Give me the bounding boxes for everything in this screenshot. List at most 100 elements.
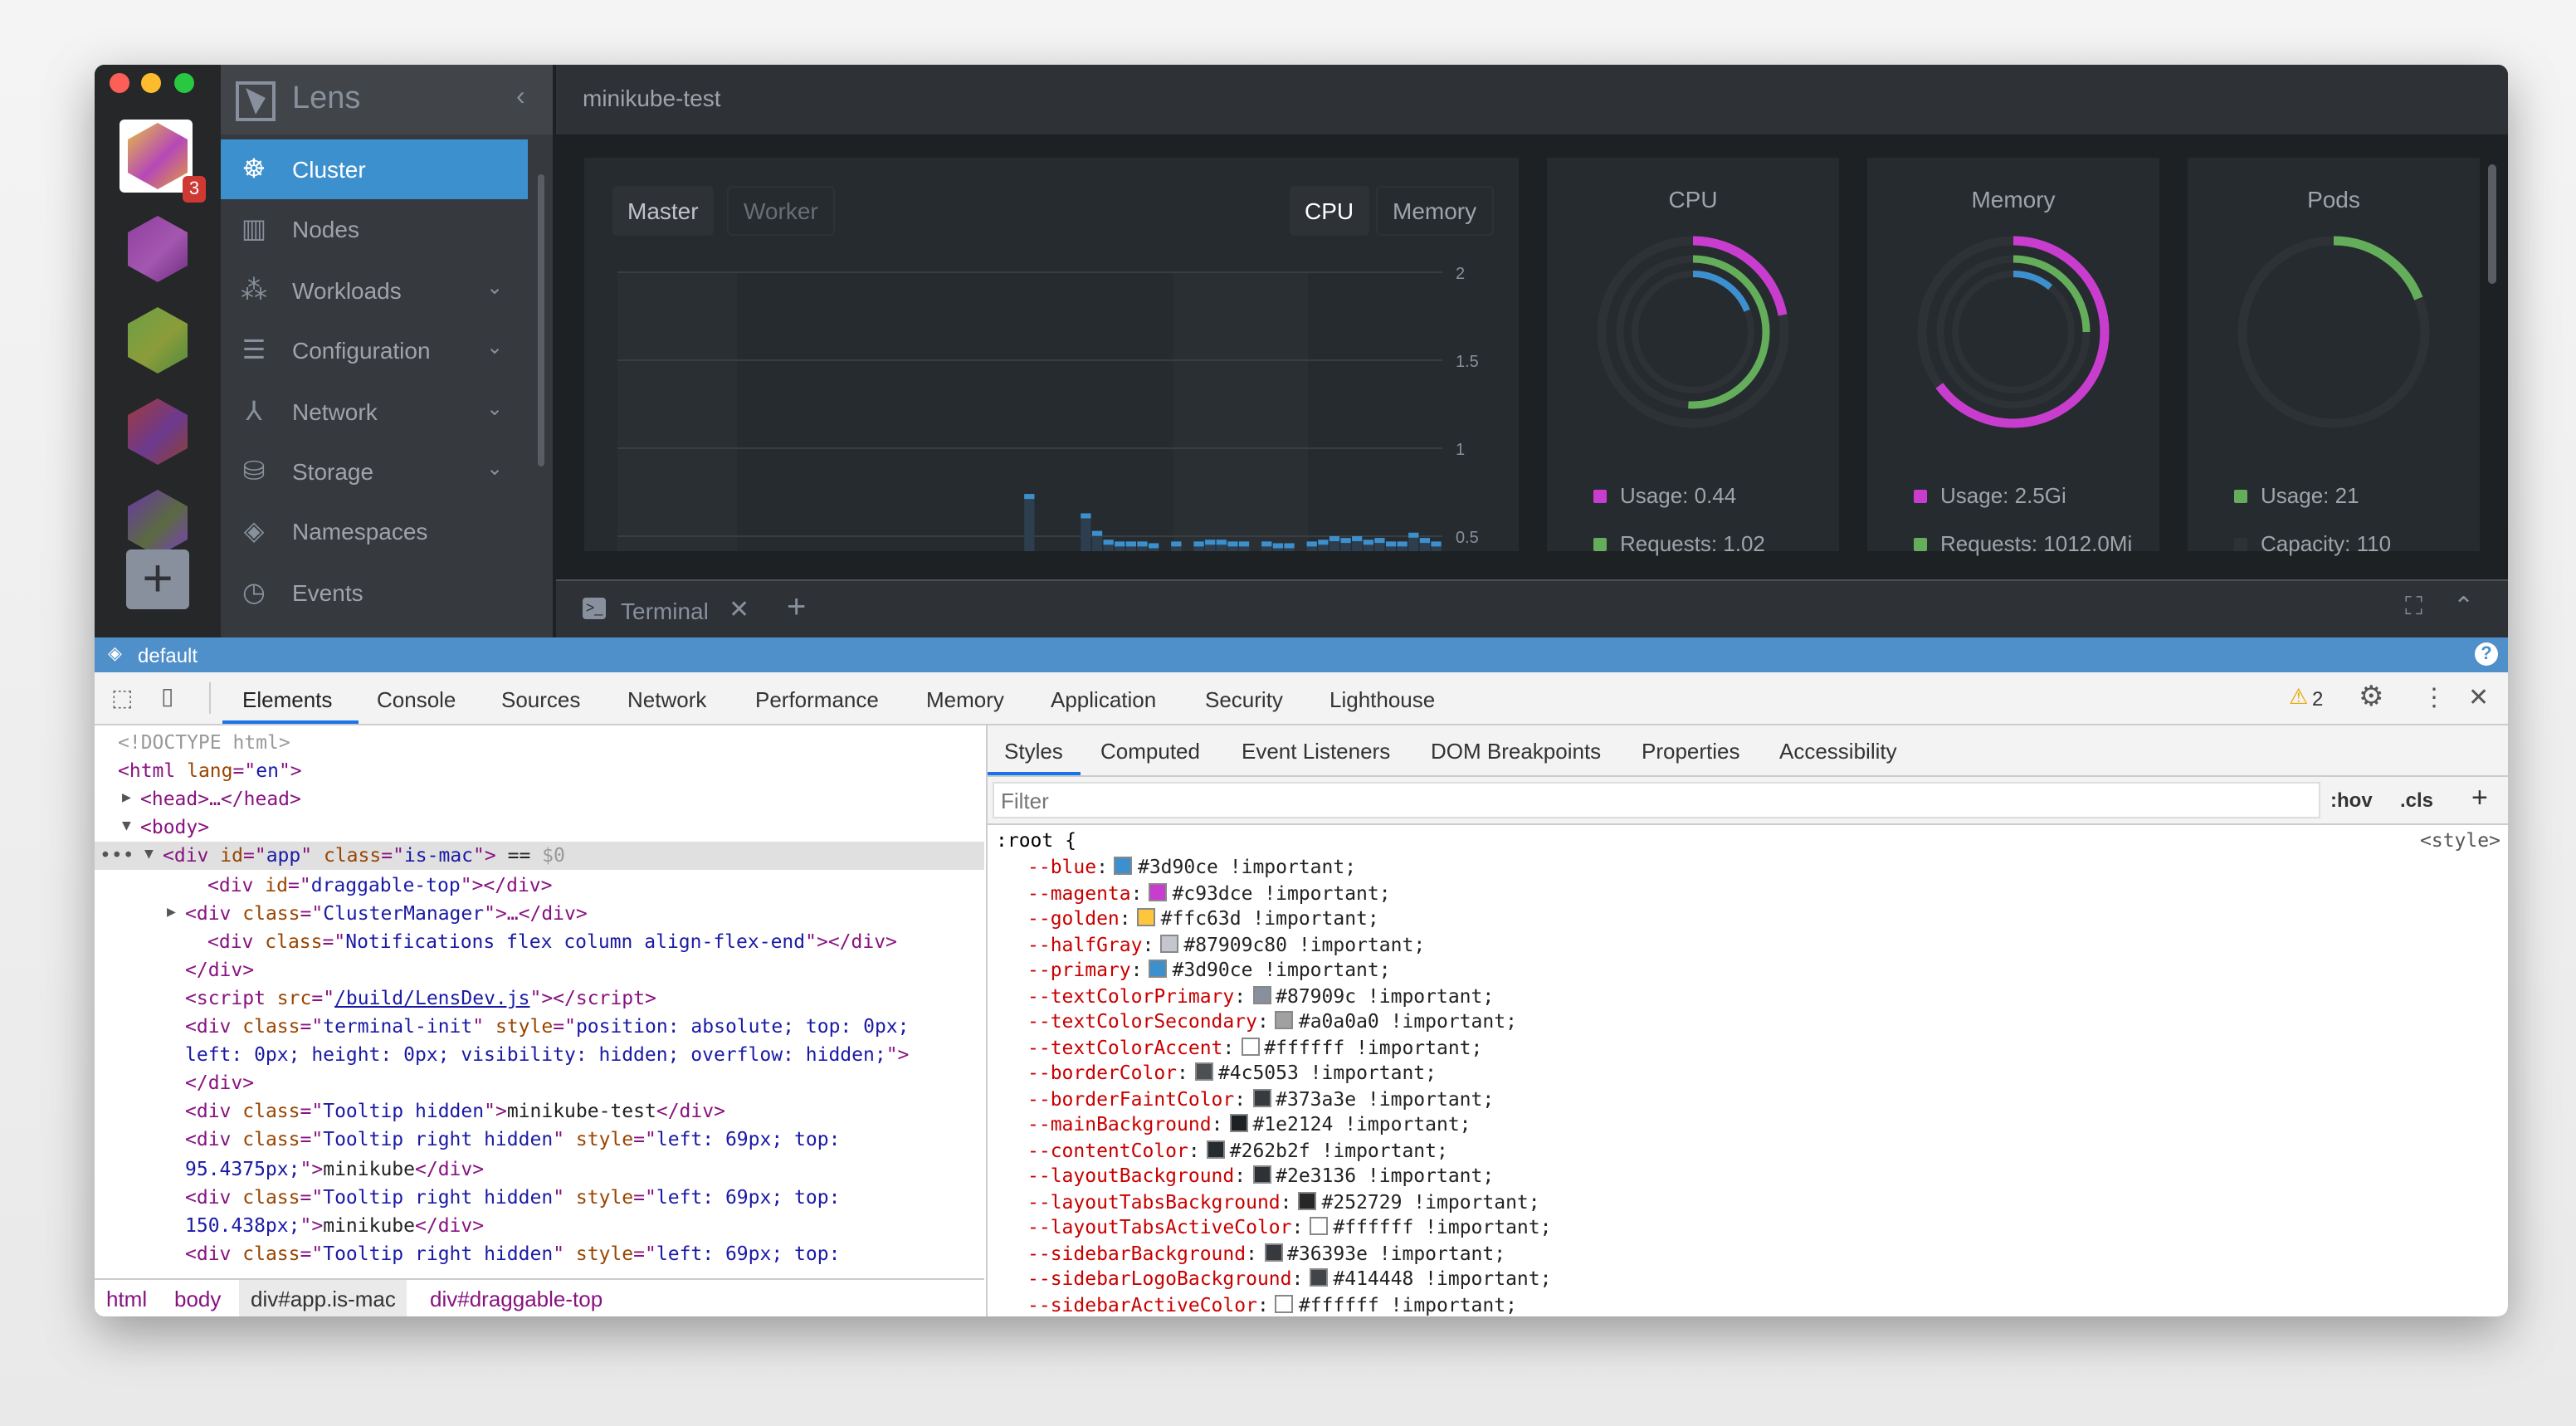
add-cluster-button[interactable]: + (126, 549, 189, 609)
help-icon[interactable]: ? (2475, 642, 2498, 666)
chevron-down-icon[interactable]: ⌄ (486, 457, 504, 480)
devtools-tab-sources[interactable]: Sources (501, 687, 581, 712)
color-swatch[interactable] (1275, 1294, 1294, 1312)
styles-tab-properties[interactable]: Properties (1642, 739, 1740, 764)
breadcrumb-app[interactable]: div#app.is-mac (239, 1280, 407, 1316)
css-property[interactable]: --textColorAccent: #ffffff !important; (1027, 1035, 1482, 1061)
dom-token[interactable]: /build/LensDev.js (334, 985, 530, 1009)
color-swatch[interactable] (1149, 960, 1168, 978)
rule-source-link[interactable]: <style> (2420, 828, 2500, 852)
tab-memory[interactable]: Memory (1376, 186, 1494, 236)
breadcrumb-draggable-top[interactable]: div#draggable-top (430, 1287, 603, 1311)
maximize-window-button[interactable] (174, 73, 194, 93)
css-property[interactable]: --mainBackground: #1e2124 !important; (1027, 1112, 1471, 1138)
css-property[interactable]: --borderColor: #4c5053 !important; (1027, 1061, 1437, 1087)
new-style-rule-icon[interactable]: + (2471, 782, 2488, 813)
dom-node[interactable]: </div> (95, 956, 984, 984)
css-property[interactable]: --layoutTabsBackground: #252729 !importan… (1027, 1189, 1540, 1215)
css-property[interactable]: --borderFaintColor: #373a3e !important; (1027, 1087, 1494, 1112)
breadcrumb-body[interactable]: body (174, 1287, 222, 1311)
dom-node[interactable]: <div class="Tooltip right hidden" style=… (95, 1126, 984, 1155)
color-swatch[interactable] (1275, 1011, 1294, 1029)
color-swatch[interactable] (1252, 985, 1271, 1004)
styles-tab-event-listeners[interactable]: Event Listeners (1242, 739, 1391, 764)
settings-gear-icon[interactable]: ⚙ (2359, 681, 2384, 712)
cluster-icon[interactable] (128, 216, 188, 282)
sidebar-scrollbar[interactable] (538, 174, 544, 466)
sidebar-item-network[interactable]: ⅄ Network ⌄ (221, 381, 528, 441)
dom-node[interactable]: <div id="draggable-top"></div> (95, 871, 984, 899)
expand-arrow-icon[interactable]: ▶ (167, 904, 176, 921)
sidebar-item-workloads[interactable]: ⁂ Workloads ⌄ (221, 261, 528, 320)
devtools-tab-performance[interactable]: Performance (755, 687, 879, 712)
css-property[interactable]: --primary: #3d90ce !important; (1027, 958, 1391, 984)
color-swatch[interactable] (1310, 1217, 1329, 1235)
warning-count[interactable]: 2 (2312, 687, 2324, 711)
dom-node[interactable]: 95.4375px;">minikube</div> (95, 1155, 984, 1183)
chevron-down-icon[interactable]: ⌄ (486, 275, 504, 299)
tab-worker[interactable]: Worker (727, 186, 835, 236)
dom-node[interactable]: <div class="Tooltip hidden">minikube-tes… (95, 1098, 984, 1126)
dom-node[interactable]: ▼ <body> (95, 814, 984, 842)
color-swatch[interactable] (1264, 1243, 1282, 1261)
dom-node[interactable]: <script src="/build/LensDev.js"></script… (95, 984, 984, 1013)
css-property[interactable]: --textColorPrimary: #87909c !important; (1027, 984, 1494, 1009)
chevron-down-icon[interactable]: ⌄ (486, 396, 504, 420)
styles-tab-computed[interactable]: Computed (1100, 739, 1200, 764)
dom-node[interactable]: </div> (95, 1069, 984, 1097)
collapse-arrow-icon[interactable]: ▼ (122, 818, 131, 836)
color-swatch[interactable] (1114, 857, 1133, 875)
css-property[interactable]: --contentColor: #262b2f !important; (1027, 1138, 1448, 1164)
color-swatch[interactable] (1229, 1114, 1248, 1132)
css-property[interactable]: --textColorSecondary: #a0a0a0 !important; (1027, 1009, 1517, 1035)
styles-filter-input[interactable] (993, 782, 2320, 818)
css-property[interactable]: --halfGray: #87909c80 !important; (1027, 932, 1425, 958)
devtools-tab-lighthouse[interactable]: Lighthouse (1329, 687, 1436, 712)
inspect-element-icon[interactable]: ⬚ (111, 684, 134, 711)
cluster-icon[interactable] (128, 398, 188, 465)
color-swatch[interactable] (1149, 882, 1168, 901)
close-terminal-icon[interactable]: ✕ (729, 596, 750, 624)
close-devtools-icon[interactable]: ✕ (2468, 684, 2490, 712)
collapse-sidebar-icon[interactable]: ‹ (516, 83, 525, 111)
dom-node[interactable]: ▶ <div class="ClusterManager">…</div> (95, 899, 984, 927)
devtools-tab-memory[interactable]: Memory (926, 687, 1004, 712)
chevron-up-icon[interactable]: ⌃ (2453, 593, 2475, 621)
main-scrollbar[interactable] (2488, 164, 2496, 284)
more-icon[interactable]: ••• (100, 843, 134, 867)
hover-state-toggle[interactable]: :hov (2330, 789, 2373, 812)
devtools-tab-application[interactable]: Application (1051, 687, 1157, 712)
dom-node[interactable]: left: 0px; height: 0px; visibility: hidd… (95, 1041, 984, 1069)
current-namespace[interactable]: default (138, 644, 198, 667)
cluster-icon[interactable] (128, 307, 188, 374)
devtools-tab-elements[interactable]: Elements (242, 687, 333, 712)
new-terminal-icon[interactable]: + (787, 589, 807, 626)
expand-arrow-icon[interactable]: ▶ (122, 790, 131, 808)
styles-tab-accessibility[interactable]: Accessibility (1779, 739, 1897, 764)
styles-tab-dom-breakpoints[interactable]: DOM Breakpoints (1431, 739, 1602, 764)
terminal-tab[interactable]: Terminal (621, 598, 709, 624)
color-swatch[interactable] (1252, 1088, 1271, 1106)
color-swatch[interactable] (1137, 908, 1156, 926)
fullscreen-icon[interactable]: ⛶ (2405, 593, 2423, 621)
minimize-window-button[interactable] (141, 73, 161, 93)
dom-node[interactable]: <div class="Tooltip right hidden" style=… (95, 1240, 984, 1268)
dom-node[interactable]: <div class="Notifications flex column al… (95, 927, 984, 955)
sidebar-item-storage[interactable]: ⛁ Storage ⌄ (221, 442, 528, 501)
dom-node[interactable]: ▶ <head>…</head> (95, 785, 984, 813)
dom-node[interactable]: ••• ▼ <div id="app" class="is-mac"> == $0 (95, 842, 984, 871)
css-property[interactable]: --magenta: #c93dce !important; (1027, 881, 1391, 906)
css-property[interactable]: --sidebarLogoBackground: #414448 !importa… (1027, 1267, 1552, 1292)
color-swatch[interactable] (1194, 1062, 1213, 1081)
color-swatch[interactable] (1206, 1140, 1225, 1158)
css-property[interactable]: --layoutBackground: #2e3136 !important; (1027, 1164, 1494, 1189)
sidebar-item-namespaces[interactable]: ◈ Namespaces (221, 502, 528, 562)
sidebar-item-configuration[interactable]: ☰ Configuration ⌄ (221, 320, 528, 380)
sidebar-item-nodes[interactable]: ▥ Nodes (221, 200, 528, 260)
color-swatch[interactable] (1160, 934, 1179, 952)
color-swatch[interactable] (1298, 1191, 1317, 1209)
css-property[interactable]: --layoutTabsActiveColor: #ffffff !importa… (1027, 1215, 1552, 1241)
devtools-tab-console[interactable]: Console (377, 687, 456, 712)
tab-cpu[interactable]: CPU (1290, 186, 1369, 236)
dom-node[interactable]: <div class="Tooltip right hidden" style=… (95, 1183, 984, 1211)
